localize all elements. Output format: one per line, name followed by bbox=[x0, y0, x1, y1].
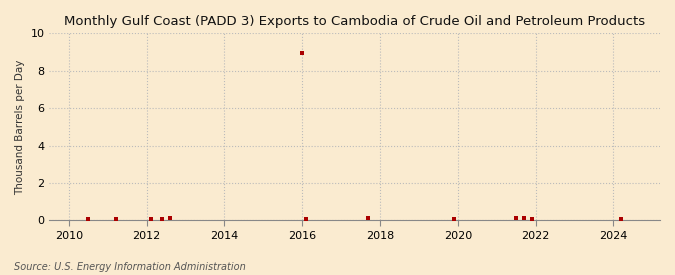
Text: Source: U.S. Energy Information Administration: Source: U.S. Energy Information Administ… bbox=[14, 262, 245, 272]
Point bbox=[157, 217, 167, 222]
Point bbox=[518, 216, 529, 221]
Point bbox=[297, 51, 308, 55]
Title: Monthly Gulf Coast (PADD 3) Exports to Cambodia of Crude Oil and Petroleum Produ: Monthly Gulf Coast (PADD 3) Exports to C… bbox=[64, 15, 645, 28]
Point bbox=[110, 217, 121, 222]
Point bbox=[83, 217, 94, 222]
Point bbox=[300, 217, 311, 222]
Point bbox=[448, 217, 459, 222]
Point bbox=[363, 216, 374, 221]
Point bbox=[526, 217, 537, 222]
Point bbox=[511, 216, 522, 221]
Y-axis label: Thousand Barrels per Day: Thousand Barrels per Day bbox=[15, 59, 25, 194]
Point bbox=[145, 217, 156, 222]
Point bbox=[616, 217, 626, 222]
Point bbox=[165, 216, 176, 221]
